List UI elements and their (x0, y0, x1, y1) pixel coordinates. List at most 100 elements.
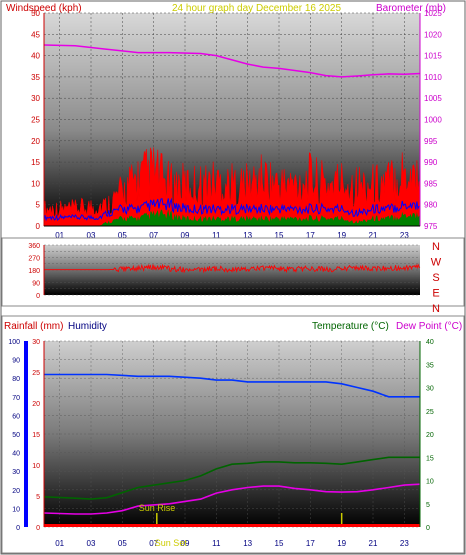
baro-tick-label: 995 (424, 137, 438, 146)
rainfall-header: Rainfall (mm) (4, 321, 63, 332)
wind-x-tick-label: 15 (275, 231, 284, 240)
temperature-tick-label: 25 (426, 409, 434, 416)
temp-x-tick-label: 03 (87, 539, 96, 548)
wind-x-tick-label: 19 (337, 231, 346, 240)
humidity-tick-label: 100 (8, 339, 20, 346)
compass-label: W (431, 257, 442, 269)
windspeed-header: Windspeed (kph) (6, 3, 82, 14)
wind-x-tick-label: 05 (118, 231, 127, 240)
wind-tick-label: 25 (31, 116, 40, 125)
rainfall-tick-label: 20 (32, 401, 40, 408)
temperature-tick-label: 5 (426, 502, 430, 509)
humidity-tick-label: 0 (16, 525, 20, 532)
baro-tick-label: 990 (424, 158, 438, 167)
direction-marks (44, 263, 421, 274)
temp-x-tick-label: 05 (118, 539, 127, 548)
compass-label: E (432, 288, 439, 300)
sunset-label: Sun Set (155, 538, 188, 548)
rainfall-tick-label: 25 (32, 370, 40, 377)
barometer-line (43, 44, 421, 78)
temp-x-tick-label: 01 (55, 539, 64, 548)
direction-tick-label: 360 (28, 243, 40, 250)
wind-x-tick-label: 07 (149, 231, 158, 240)
wind-x-tick-label: 09 (181, 231, 190, 240)
humidity-tick-label: 80 (12, 376, 20, 383)
compass-label: S (432, 272, 439, 284)
wind-tick-label: 15 (31, 158, 40, 167)
temperature-line (43, 456, 420, 500)
baro-tick-label: 1005 (424, 94, 442, 103)
compass-label: N (432, 241, 440, 253)
baro-tick-label: 1010 (424, 73, 442, 82)
direction-grid (44, 244, 420, 296)
temp-x-tick-label: 07 (149, 539, 158, 548)
wind-tick-label: 30 (31, 94, 40, 103)
temp-x-tick-label: 13 (243, 539, 252, 548)
temperature-tick-label: 15 (426, 455, 434, 462)
humidity-tick-label: 50 (12, 432, 20, 439)
temperature-tick-label: 10 (426, 479, 434, 486)
wind-tick-label: 50 (31, 9, 40, 18)
wind-tick-label: 40 (31, 52, 40, 61)
sunrise-label: Sun Rise (139, 503, 176, 513)
wind-baro-chart: 0510152025303540455097598098599099510001… (31, 9, 442, 240)
baro-tick-label: 985 (424, 179, 438, 188)
baro-tick-label: 1015 (424, 52, 442, 61)
baro-tick-label: 1000 (424, 116, 442, 125)
temp-x-tick-label: 21 (369, 539, 378, 548)
direction-line (44, 263, 421, 274)
humidity-tick-label: 20 (12, 488, 20, 495)
wind-tick-label: 5 (36, 201, 41, 210)
wind-x-tick-label: 23 (400, 231, 409, 240)
rainfall-tick-label: 10 (32, 463, 40, 470)
baro-tick-label: 1025 (424, 9, 442, 18)
humidity-tick-label: 10 (12, 506, 20, 513)
humidity-line (44, 373, 420, 398)
compass-label: N (432, 303, 440, 315)
wind-x-tick-label: 17 (306, 231, 315, 240)
wind-tick-label: 35 (31, 73, 40, 82)
baro-tick-label: 1020 (424, 30, 442, 39)
wind-avg-line (43, 197, 421, 222)
direction-tick-label: 90 (32, 281, 40, 288)
dewpoint-line (43, 483, 421, 515)
direction-tick-label: 180 (28, 268, 40, 275)
rainfall-tick-label: 15 (32, 432, 40, 439)
baro-tick-label: 975 (424, 222, 438, 231)
wind-low-area (44, 209, 420, 226)
wind-axes: 0510152025303540455097598098599099510001… (31, 9, 442, 240)
wind-x-tick-label: 21 (369, 231, 378, 240)
temp-marks (43, 373, 421, 527)
temp-x-tick-label: 19 (337, 539, 346, 548)
wind-tick-label: 45 (31, 30, 40, 39)
humidity-tick-label: 60 (12, 413, 20, 420)
temp-x-tick-label: 23 (400, 539, 409, 548)
direction-tick-label: 0 (36, 293, 40, 300)
wind-marks (43, 44, 421, 227)
graph-title: 24 hour graph day December 16 2025 (172, 3, 341, 14)
humidity-tick-label: 40 (12, 451, 20, 458)
humidity-tick-label: 90 (12, 358, 20, 365)
barometer-header: Barometer (mb) (376, 3, 446, 14)
humidity-axis-bar (24, 341, 28, 527)
temp-x-tick-label: 17 (306, 539, 315, 548)
humidity-tick-label: 70 (12, 395, 20, 402)
wind-x-tick-label: 11 (212, 231, 221, 240)
wind-x-tick-label: 13 (243, 231, 252, 240)
temp-x-tick-label: 15 (275, 539, 284, 548)
humidity-header: Humidity (68, 321, 107, 332)
temperature-tick-label: 35 (426, 362, 434, 369)
temp-x-tick-label: 09 (181, 539, 190, 548)
wind-tick-label: 20 (31, 137, 40, 146)
wind-tick-label: 0 (36, 222, 41, 231)
wind-x-tick-label: 01 (55, 231, 64, 240)
temp-hum-chart: 0102030405060708090100051015202530051015… (8, 339, 434, 548)
wind-x-tick-label: 03 (87, 231, 96, 240)
direction-tick-label: 270 (28, 256, 40, 263)
temp-x-tick-label: 11 (212, 539, 221, 548)
rainfall-tick-label: 5 (36, 494, 40, 501)
temp-axes: 0102030405060708090100051015202530051015… (8, 339, 434, 548)
temperature-tick-label: 40 (426, 339, 434, 346)
